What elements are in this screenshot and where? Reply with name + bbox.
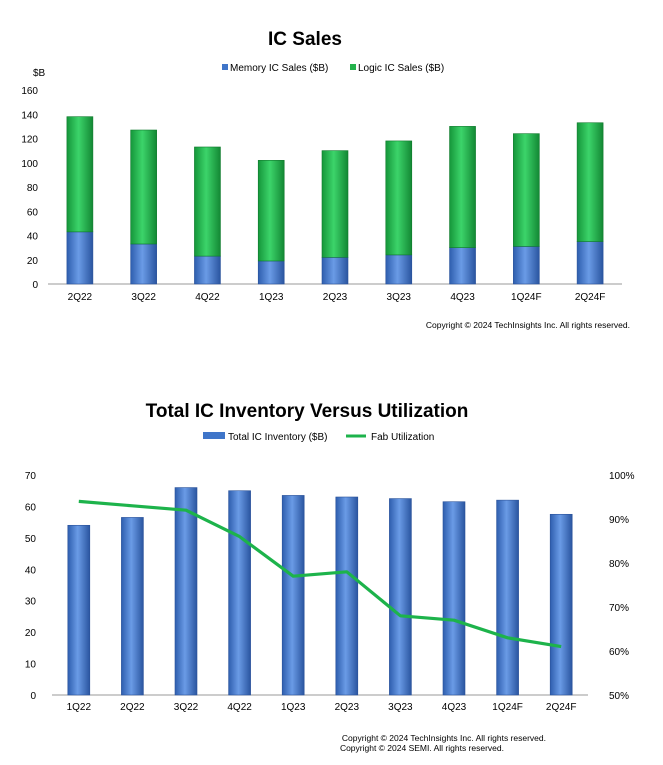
bar-inventory — [389, 498, 412, 696]
bar-inventory — [496, 499, 519, 696]
bar-memory — [385, 254, 413, 285]
bar-logic — [321, 150, 349, 258]
copyright-techinsights: Copyright © 2024 TechInsights Inc. All r… — [342, 733, 546, 743]
utilization-line-path — [78, 499, 562, 649]
y-tick-label: 160 — [21, 86, 38, 97]
bars — [67, 487, 573, 696]
x-axis-ticks: 2Q22 3Q22 4Q22 1Q23 2Q23 3Q23 4Q23 1Q24F 2Q24F — [68, 292, 606, 303]
y-tick-label: 0 — [32, 280, 38, 291]
legend: Total IC Inventory ($B) Fab Utilization — [203, 432, 434, 443]
bar-inventory — [121, 517, 144, 696]
y2-tick-label: 90% — [609, 515, 629, 526]
right-y-axis-ticks: 50% 60% 70% 80% 90% 100% — [609, 471, 635, 702]
x-tick-label: 4Q23 — [450, 292, 475, 303]
inventory-utilization-chart: Total IC Inventory Versus Utilization To… — [25, 401, 635, 753]
chart-title: Total IC Inventory Versus Utilization — [146, 401, 469, 422]
y-tick-label: 40 — [27, 232, 39, 243]
legend-label-utilization: Fab Utilization — [371, 432, 434, 443]
x-tick-label: 3Q23 — [388, 702, 413, 713]
y-tick-label: 70 — [25, 471, 37, 482]
bars — [66, 116, 604, 285]
bar-memory — [66, 231, 94, 285]
y-axis-ticks: 0 20 40 60 80 100 120 140 160 — [21, 86, 38, 291]
y-tick-label: 80 — [27, 183, 39, 194]
legend: Memory IC Sales ($B) Logic IC Sales ($B) — [222, 63, 444, 74]
x-tick-label: 2Q24F — [546, 702, 577, 713]
y-tick-label: 40 — [25, 565, 37, 576]
bar-logic — [130, 129, 157, 245]
bar-memory — [130, 243, 157, 285]
x-tick-label: 2Q23 — [335, 702, 360, 713]
x-tick-label: 3Q22 — [174, 702, 199, 713]
bar-inventory — [549, 513, 573, 696]
legend-swatch-memory — [222, 64, 228, 70]
bar-inventory — [281, 495, 305, 696]
bar-memory — [194, 255, 221, 285]
bar-memory — [321, 257, 349, 285]
y-tick-label: 20 — [27, 256, 39, 267]
x-tick-label: 1Q23 — [281, 702, 306, 713]
x-tick-label: 2Q22 — [68, 292, 93, 303]
y2-tick-label: 50% — [609, 691, 629, 702]
bar-memory — [576, 241, 604, 285]
y-tick-label: 140 — [21, 110, 38, 121]
legend-label-memory: Memory IC Sales ($B) — [230, 63, 328, 74]
x-tick-label: 1Q24F — [511, 292, 542, 303]
y-tick-label: 60 — [27, 207, 39, 218]
y-tick-label: 30 — [25, 597, 37, 608]
x-tick-label: 2Q22 — [120, 702, 145, 713]
copyright-semi: Copyright © 2024 SEMI. All rights reserv… — [340, 743, 504, 753]
bar-inventory — [174, 487, 198, 696]
y-tick-label: 60 — [25, 502, 37, 513]
bar-logic — [576, 122, 604, 242]
y-tick-label: 120 — [21, 135, 38, 146]
x-tick-label: 2Q24F — [575, 292, 606, 303]
y-tick-label: 0 — [30, 691, 36, 702]
x-tick-label: 3Q23 — [387, 292, 412, 303]
bar-logic — [513, 133, 540, 247]
x-tick-label: 1Q23 — [259, 292, 284, 303]
utilization-line — [78, 499, 562, 649]
legend-label-inventory: Total IC Inventory ($B) — [228, 432, 327, 443]
x-tick-label: 3Q22 — [131, 292, 156, 303]
bar-memory — [513, 246, 540, 285]
bar-logic — [385, 140, 413, 256]
bar-inventory — [442, 501, 466, 696]
left-y-axis-ticks: 0 10 20 30 40 50 60 70 — [25, 471, 37, 702]
chart-title: IC Sales — [268, 29, 342, 50]
x-tick-label: 4Q22 — [195, 292, 220, 303]
bar-inventory — [335, 496, 359, 696]
y2-tick-label: 70% — [609, 603, 629, 614]
x-tick-label: 1Q24F — [492, 702, 523, 713]
bar-logic — [66, 116, 94, 233]
y-tick-label: 100 — [21, 159, 38, 170]
x-tick-label: 2Q23 — [323, 292, 348, 303]
legend-label-logic: Logic IC Sales ($B) — [358, 63, 444, 74]
y-tick-label: 10 — [25, 660, 37, 671]
y2-tick-label: 100% — [609, 471, 635, 482]
ic-sales-chart: IC Sales $B Memory IC Sales ($B) Logic I… — [21, 29, 630, 330]
copyright: Copyright © 2024 TechInsights Inc. All r… — [426, 320, 630, 330]
y2-tick-label: 60% — [609, 647, 629, 658]
bar-inventory — [67, 524, 91, 696]
x-tick-label: 1Q22 — [67, 702, 92, 713]
x-tick-label: 4Q23 — [442, 702, 467, 713]
x-axis-ticks: 1Q22 2Q22 3Q22 4Q22 1Q23 2Q23 3Q23 4Q23 1Q24F 2Q2… — [67, 702, 577, 713]
legend-swatch-inventory — [203, 432, 225, 439]
x-tick-label: 4Q22 — [227, 702, 252, 713]
bar-logic — [194, 146, 221, 257]
y-axis-label: $B — [33, 68, 46, 79]
y-tick-label: 50 — [25, 534, 37, 545]
legend-swatch-logic — [350, 64, 356, 70]
bar-inventory — [228, 490, 251, 696]
y2-tick-label: 80% — [609, 559, 629, 570]
y-tick-label: 20 — [25, 628, 37, 639]
bar-logic — [257, 160, 285, 262]
bar-logic — [449, 126, 476, 248]
bar-memory — [449, 247, 476, 285]
bar-memory — [257, 260, 285, 285]
